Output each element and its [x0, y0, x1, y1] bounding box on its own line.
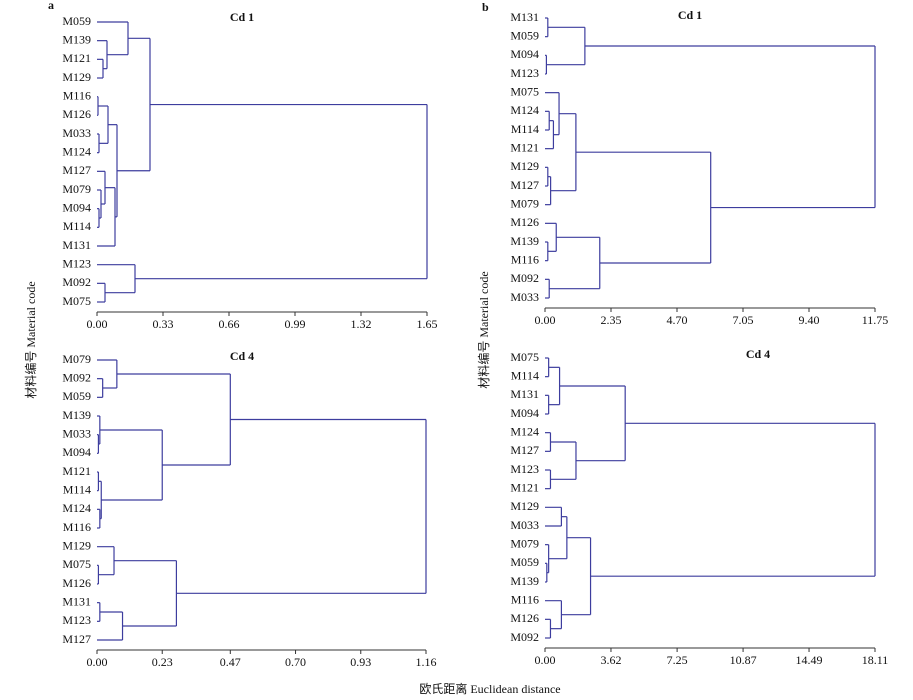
leaf-label: M129 — [62, 538, 91, 552]
leaf-label: M116 — [63, 88, 91, 102]
leaf-label: M033 — [62, 426, 91, 440]
leaf-label: M094 — [62, 445, 91, 459]
x-tick-label: 0.66 — [219, 317, 240, 331]
leaf-label: M131 — [62, 594, 91, 608]
leaf-label: M116 — [511, 592, 539, 606]
leaf-label: M129 — [62, 70, 91, 84]
leaf-label: M116 — [63, 520, 91, 534]
leaf-label: M033 — [510, 518, 539, 532]
leaf-label: M079 — [510, 536, 539, 550]
leaf-label: M059 — [510, 28, 539, 42]
x-tick-label: 0.33 — [153, 317, 174, 331]
x-tick-label: 7.05 — [733, 313, 754, 327]
leaf-label: M059 — [510, 555, 539, 569]
x-tick-label: 7.25 — [667, 653, 688, 667]
leaf-label: M124 — [62, 501, 91, 515]
leaf-label: M124 — [510, 103, 539, 117]
x-tick-label: 4.70 — [667, 313, 688, 327]
leaf-label: M129 — [510, 159, 539, 173]
leaf-label: M139 — [62, 32, 91, 46]
panel-letter: b — [482, 0, 489, 14]
leaf-label: M092 — [62, 370, 91, 384]
leaf-label: M059 — [62, 389, 91, 403]
x-tick-label: 10.87 — [730, 653, 757, 667]
x-tick-label: 3.62 — [600, 653, 621, 667]
leaf-label: M127 — [62, 163, 91, 177]
leaf-label: M123 — [62, 613, 91, 627]
leaf-label: M114 — [511, 368, 539, 382]
x-tick-label: 18.11 — [862, 653, 889, 667]
leaf-label: M126 — [62, 576, 91, 590]
leaf-label: M123 — [510, 462, 539, 476]
x-tick-label: 0.00 — [535, 313, 556, 327]
x-tick-label: 0.93 — [350, 655, 371, 669]
leaf-label: M075 — [510, 84, 539, 98]
x-tick-label: 1.32 — [351, 317, 372, 331]
leaf-label: M033 — [510, 290, 539, 304]
leaf-label: M075 — [62, 294, 91, 308]
panel-title: Cd 4 — [230, 349, 254, 363]
leaf-label: M092 — [62, 275, 91, 289]
leaf-label: M126 — [62, 107, 91, 121]
x-tick-label: 11.75 — [862, 313, 889, 327]
leaf-label: M094 — [510, 406, 539, 420]
leaf-label: M139 — [62, 408, 91, 422]
leaf-label: M033 — [62, 126, 91, 140]
panel-title: Cd 4 — [746, 347, 770, 361]
x-tick-label: 0.00 — [87, 317, 108, 331]
leaf-label: M092 — [510, 630, 539, 644]
leaf-label: M121 — [62, 51, 91, 65]
x-tick-label: 0.70 — [285, 655, 306, 669]
leaf-label: M079 — [510, 196, 539, 210]
leaf-label: M124 — [510, 424, 539, 438]
x-tick-label: 14.49 — [796, 653, 823, 667]
x-tick-label: 0.00 — [535, 653, 556, 667]
leaf-label: M059 — [62, 14, 91, 28]
x-tick-label: 0.00 — [87, 655, 108, 669]
x-tick-label: 1.16 — [416, 655, 437, 669]
x-tick-label: 0.99 — [285, 317, 306, 331]
leaf-label: M131 — [510, 10, 539, 24]
leaf-label: M131 — [510, 387, 539, 401]
leaf-label: M079 — [62, 182, 91, 196]
leaf-label: M079 — [62, 352, 91, 366]
leaf-label: M124 — [62, 144, 91, 158]
x-tick-label: 0.23 — [152, 655, 173, 669]
leaf-label: M139 — [510, 234, 539, 248]
leaf-label: M123 — [510, 66, 539, 80]
leaf-label: M126 — [510, 611, 539, 625]
x-axis-label: 欧氏距离 Euclidean distance — [419, 681, 560, 696]
leaf-label: M094 — [62, 200, 91, 214]
leaf-label: M127 — [62, 632, 91, 646]
leaf-label: M129 — [510, 499, 539, 513]
leaf-label: M121 — [510, 480, 539, 494]
x-tick-label: 1.65 — [417, 317, 438, 331]
leaf-label: M127 — [510, 443, 539, 457]
leaf-label: M121 — [62, 464, 91, 478]
x-tick-label: 0.47 — [220, 655, 241, 669]
x-tick-label: 2.35 — [601, 313, 622, 327]
x-tick-label: 9.40 — [799, 313, 820, 327]
panel-letter: a — [48, 0, 54, 12]
leaf-label: M114 — [63, 482, 91, 496]
leaf-label: M092 — [510, 271, 539, 285]
leaf-label: M126 — [510, 215, 539, 229]
leaf-label: M114 — [63, 219, 91, 233]
panel-title: Cd 1 — [230, 10, 254, 24]
leaf-label: M116 — [511, 252, 539, 266]
leaf-label: M131 — [62, 238, 91, 252]
y-axis-label: 材料编号 Material code — [23, 281, 38, 398]
leaf-label: M114 — [511, 122, 539, 136]
panel-title: Cd 1 — [678, 8, 702, 22]
y-axis-label: 材料编号 Material code — [476, 271, 491, 388]
leaf-label: M121 — [510, 140, 539, 154]
leaf-label: M123 — [62, 256, 91, 270]
leaf-label: M139 — [510, 574, 539, 588]
leaf-label: M075 — [510, 350, 539, 364]
leaf-label: M094 — [510, 47, 539, 61]
leaf-label: M127 — [510, 178, 539, 192]
leaf-label: M075 — [62, 557, 91, 571]
